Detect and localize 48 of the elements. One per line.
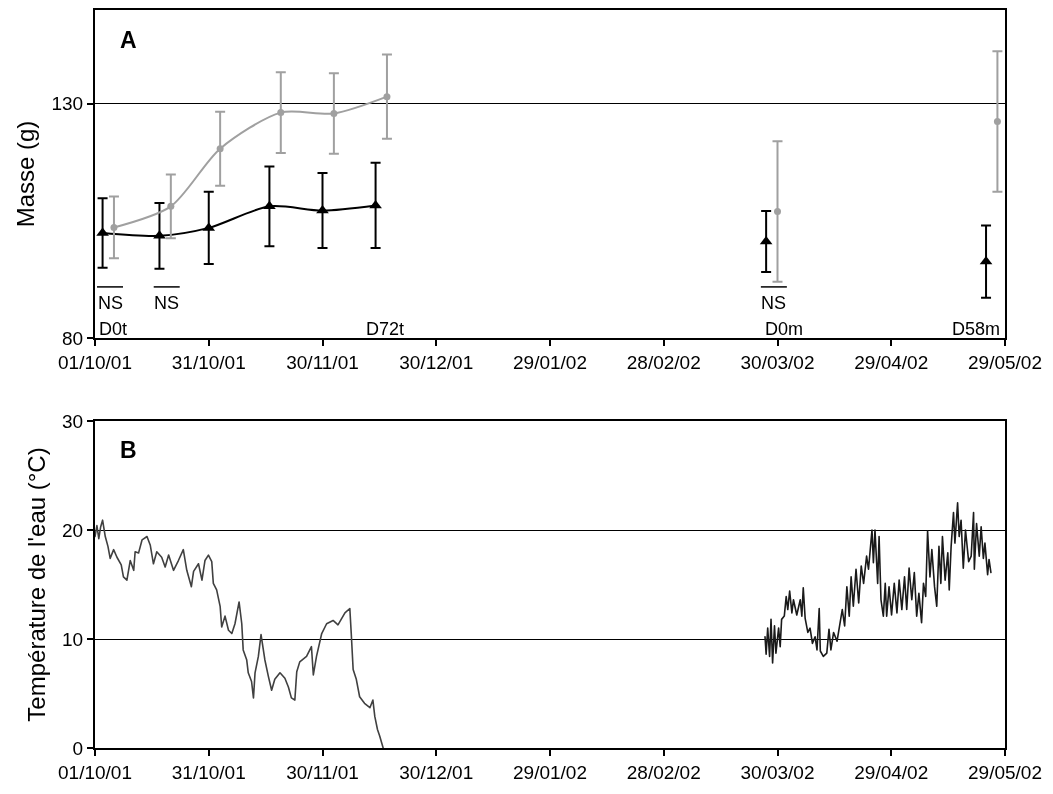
- point: [369, 199, 382, 209]
- annotation: D72t: [366, 319, 405, 339]
- y-tick-label: 10: [62, 628, 84, 650]
- annotation: NS: [154, 293, 180, 313]
- point: [330, 110, 338, 118]
- x-tick-label: 01/10/01: [58, 761, 132, 783]
- point: [774, 207, 781, 215]
- x-tick-label: 30/11/01: [286, 761, 359, 783]
- y-tick-label: 20: [62, 519, 84, 541]
- line-series: [764, 501, 992, 664]
- x-tick-label: 29/04/02: [854, 761, 929, 783]
- x-tick-label: 29/01/02: [513, 761, 587, 783]
- text: B: [120, 437, 137, 463]
- x-tick-label: 31/10/01: [171, 351, 246, 373]
- x-tick-label: 28/02/02: [626, 761, 701, 783]
- x-tick-label: 30/03/02: [740, 351, 815, 373]
- point: [993, 118, 1001, 126]
- point: [263, 200, 276, 210]
- y-tick-label: 30: [62, 410, 84, 432]
- point: [167, 202, 175, 210]
- point: [110, 223, 118, 231]
- text: A: [120, 27, 137, 53]
- y-axis-title: Température de l'eau (°C): [22, 447, 50, 722]
- x-tick-label: 31/10/01: [171, 761, 246, 783]
- x-tick-label: 30/12/01: [399, 351, 474, 373]
- annotation: NS: [98, 293, 124, 313]
- y-axis-title: Masse (g): [12, 120, 40, 228]
- x-tick-label: 30/11/01: [286, 351, 359, 373]
- y-tick-label: 0: [72, 737, 84, 759]
- x-tick-label: 28/02/02: [626, 351, 701, 373]
- point: [383, 93, 391, 101]
- line-series: [95, 519, 384, 748]
- x-tick-label: 29/05/02: [968, 761, 1042, 783]
- annotation: D0m: [765, 319, 804, 339]
- x-tick-label: 30/12/01: [399, 761, 474, 783]
- y-tick-label: 130: [51, 93, 84, 115]
- annotation: D0t: [99, 319, 128, 339]
- x-tick-label: 01/10/01: [58, 351, 132, 373]
- annotation: D58m: [952, 319, 1001, 339]
- point: [216, 145, 224, 153]
- x-tick-label: 29/05/02: [968, 351, 1042, 373]
- x-tick-label: 29/01/02: [513, 351, 587, 373]
- x-tick-label: 30/03/02: [740, 761, 815, 783]
- point: [759, 235, 773, 245]
- annotation: NS: [761, 293, 787, 313]
- x-tick-label: 29/04/02: [854, 351, 929, 373]
- point: [277, 109, 285, 117]
- y-tick-label: 80: [62, 327, 84, 349]
